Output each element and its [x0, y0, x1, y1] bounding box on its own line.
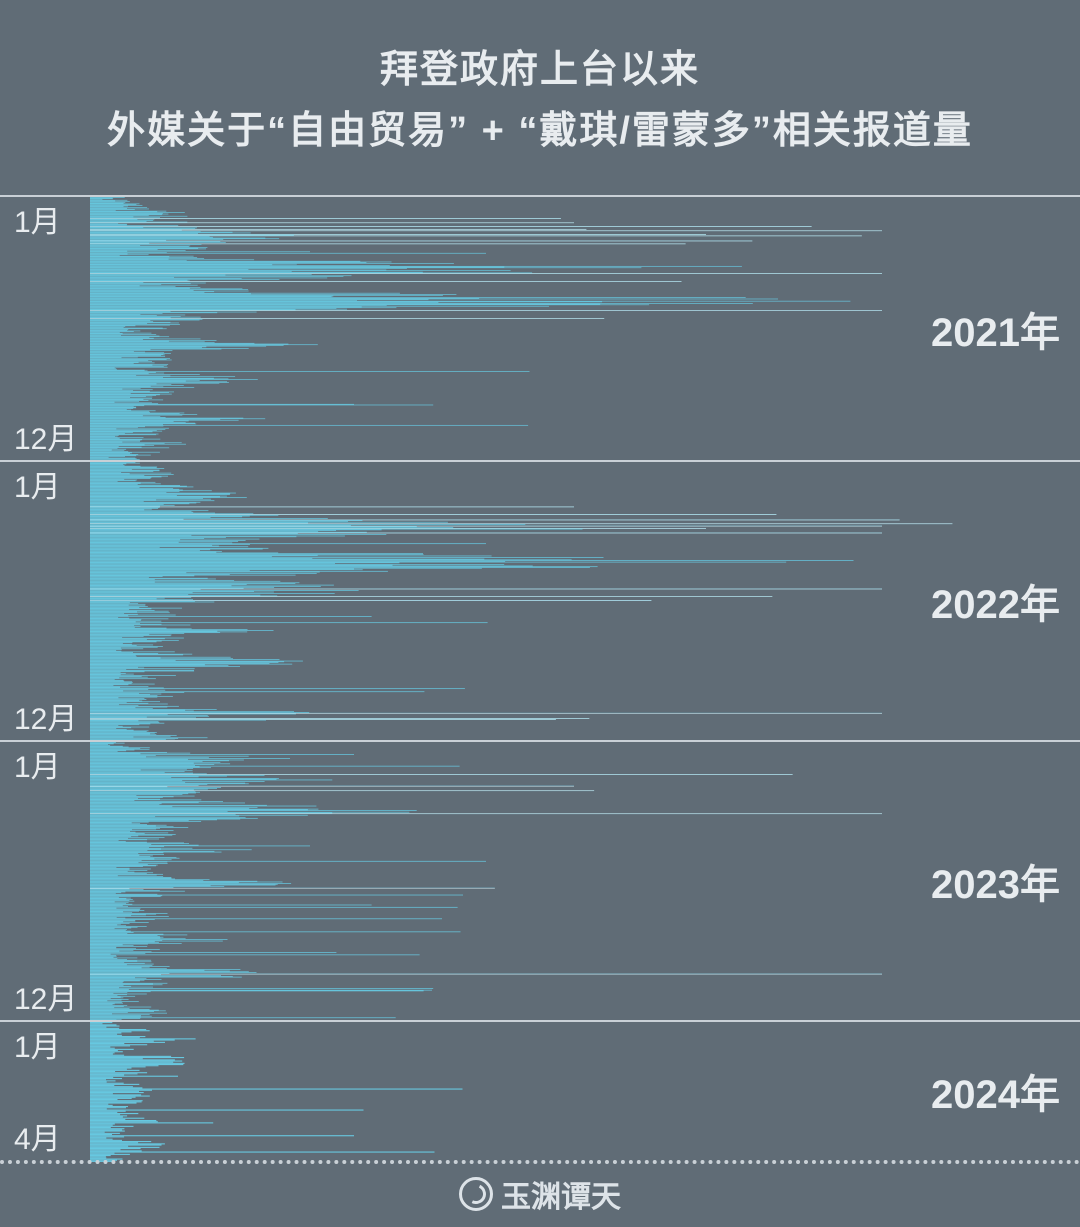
month-label-top: 1月	[14, 197, 61, 241]
month-label-bottom: 12月	[14, 694, 77, 738]
chart-area: 1月12月2021年1月12月2022年1月12月2023年1月4月2024年	[0, 195, 1080, 1160]
brand-logo-icon	[459, 1177, 493, 1211]
month-label-top: 1月	[14, 742, 61, 786]
year-panel-2024年: 1月4月2024年	[0, 1020, 1080, 1160]
bars-svg	[90, 1022, 970, 1162]
dotted-divider	[0, 1160, 1080, 1164]
title-line-1: 拜登政府上台以来	[0, 40, 1080, 101]
month-label-bottom: 12月	[14, 414, 77, 458]
month-label-top: 1月	[14, 1022, 61, 1066]
bars-svg	[90, 197, 970, 462]
chart-title: 拜登政府上台以来 外媒关于“自由贸易” + “戴琪/雷蒙多”相关报道量	[0, 0, 1080, 192]
bars-svg	[90, 462, 970, 742]
bars-svg	[90, 742, 970, 1022]
year-panel-2023年: 1月12月2023年	[0, 740, 1080, 1020]
year-panel-2021年: 1月12月2021年	[0, 195, 1080, 460]
year-panel-2022年: 1月12月2022年	[0, 460, 1080, 740]
month-label-bottom: 12月	[14, 974, 77, 1018]
brand-name: 玉渊谭天	[501, 1172, 621, 1216]
month-label-bottom: 4月	[14, 1114, 61, 1158]
title-line-2: 外媒关于“自由贸易” + “戴琪/雷蒙多”相关报道量	[0, 101, 1080, 162]
footer-brand: 玉渊谭天	[0, 1172, 1080, 1216]
month-label-top: 1月	[14, 462, 61, 506]
